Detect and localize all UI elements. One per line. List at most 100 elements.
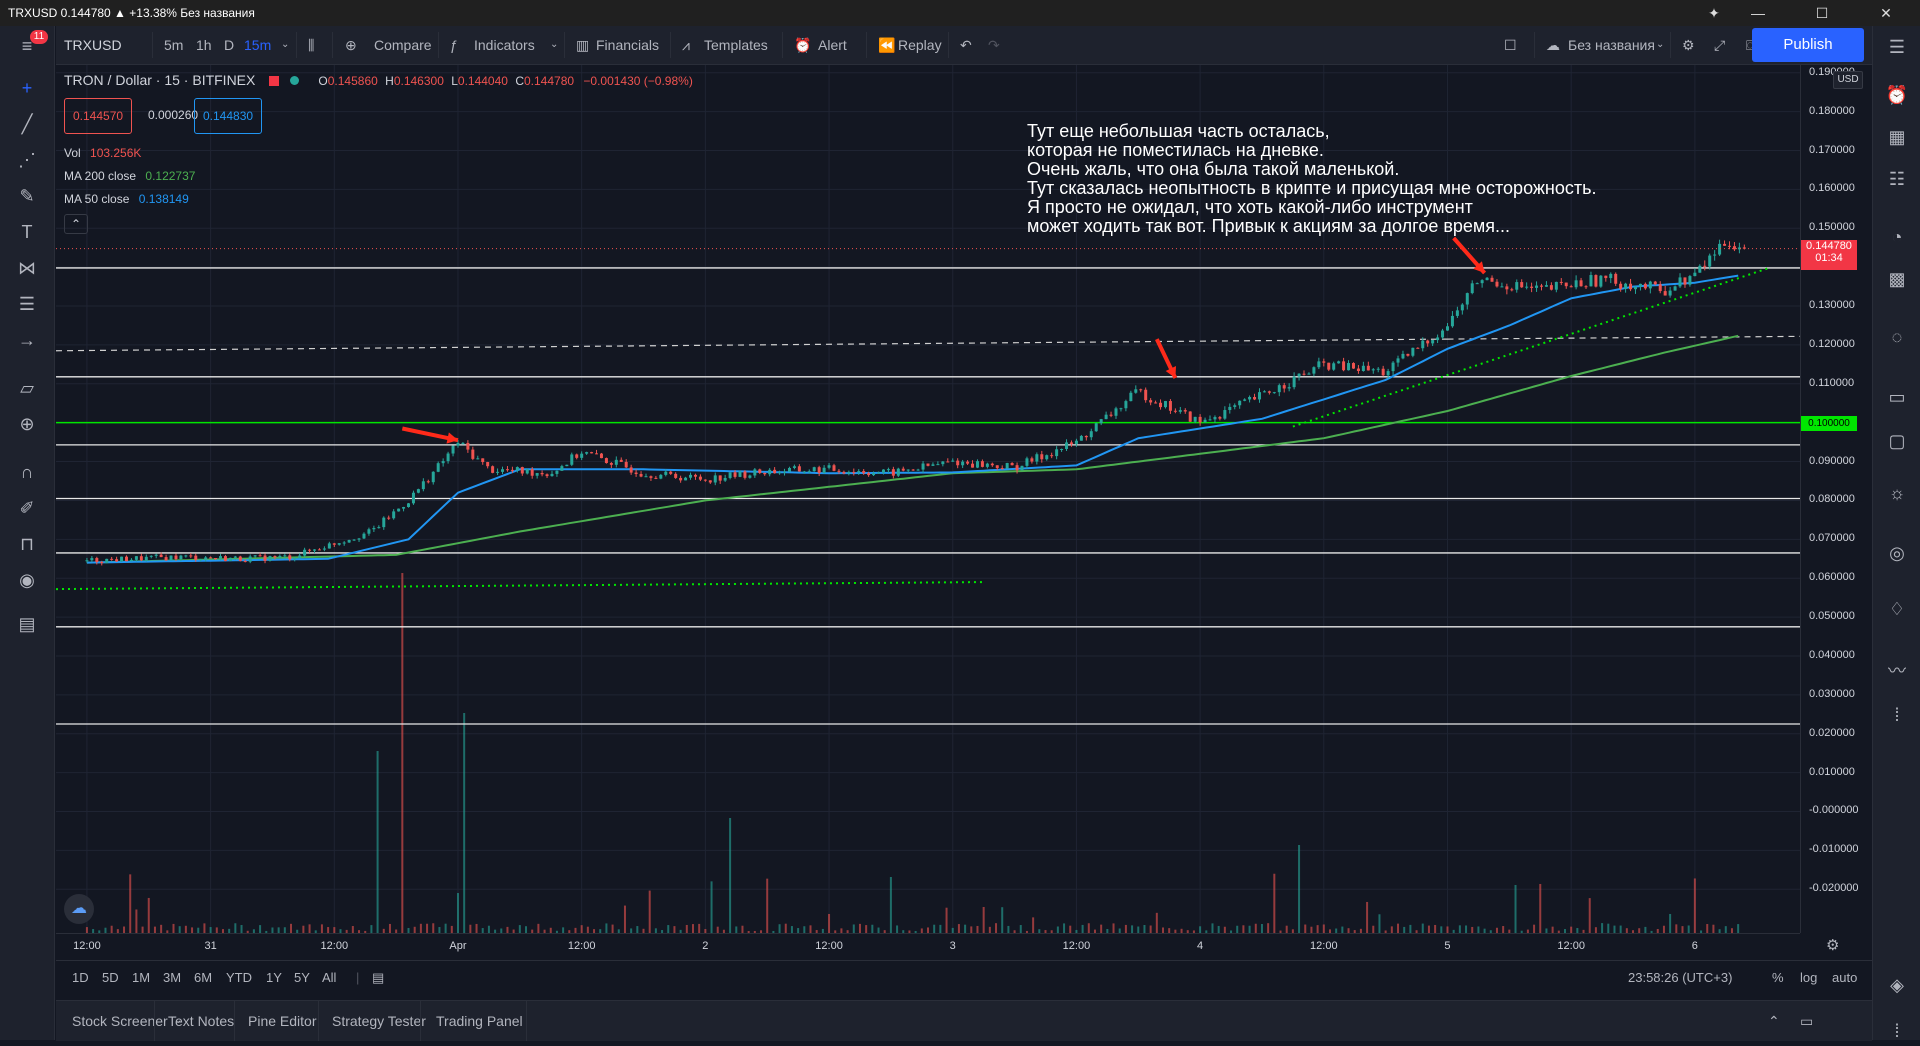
menu-icon[interactable]: ≡ [21, 36, 33, 56]
tab-trading-panel[interactable]: Trading Panel [436, 1013, 523, 1029]
trend-line-icon[interactable]: ╱ [21, 114, 33, 134]
hotlist-icon[interactable]: ☷ [1888, 169, 1906, 189]
fib-icon[interactable]: ⋰ [18, 150, 36, 170]
streams-icon[interactable]: ☼ [1888, 483, 1906, 503]
chevron-down-icon[interactable]: ⌄ [550, 39, 559, 50]
help-icon[interactable]: ⁞ [1894, 1021, 1900, 1041]
redo-icon[interactable]: ↷ [988, 37, 1000, 53]
go-to-date-icon[interactable]: ▤ [372, 970, 385, 985]
messages-icon[interactable]: ▢ [1888, 431, 1906, 451]
undo-icon[interactable]: ↶ [960, 37, 972, 53]
currency-button[interactable]: USD [1833, 71, 1863, 89]
range-3m[interactable]: 3M [163, 970, 182, 985]
trash-icon[interactable]: ▤ [18, 614, 36, 634]
auto-scale-toggle[interactable]: auto [1832, 970, 1858, 985]
publish-button[interactable]: Publish [1752, 28, 1864, 62]
minimize-button[interactable]: — [1751, 5, 1765, 21]
magnet-icon[interactable]: ∩ [20, 462, 34, 482]
alert-button[interactable]: Alert [818, 37, 847, 53]
price-chart[interactable] [56, 65, 1800, 933]
price-scale[interactable]: 0.190000 0.180000 0.170000 0.160000 0.150000… [1800, 65, 1873, 933]
notification-bell-icon[interactable]: ♢ [1888, 599, 1906, 619]
close-window-button[interactable]: ✕ [1880, 5, 1892, 21]
watchlist-icon[interactable]: ☰ [1888, 37, 1906, 57]
range-ytd[interactable]: YTD [226, 970, 252, 985]
maximize-panel-icon[interactable]: ▭ [1800, 1013, 1814, 1029]
maximize-button[interactable]: ☐ [1815, 5, 1829, 21]
volume-legend[interactable]: Vol 103.256K [64, 146, 141, 160]
data-window-icon[interactable]: ▦ [1888, 127, 1906, 147]
symbol-search-button[interactable]: TRXUSD [64, 37, 122, 53]
chevron-down-icon[interactable]: ⌄ [1656, 39, 1665, 50]
tab-stock-screener[interactable]: Stock Screener [72, 1013, 168, 1029]
tradingview-logo-icon[interactable]: ☁ [64, 894, 94, 924]
compare-icon[interactable]: ⊕ [345, 37, 357, 53]
range-5y[interactable]: 5Y [294, 970, 310, 985]
replay-button[interactable]: Replay [898, 37, 942, 53]
expand-panel-chevron-icon[interactable]: ⌃ [1768, 1013, 1780, 1029]
ma200-legend[interactable]: MA 200 close 0.122737 [64, 169, 195, 183]
symbol-title[interactable]: TRON / Dollar · 15 · BITFINEX [64, 72, 256, 88]
eye-icon[interactable]: ◉ [19, 570, 35, 590]
scale-settings-gear-icon[interactable]: ⚙ [1826, 937, 1840, 954]
alert-icon[interactable]: ⏰ [794, 37, 812, 53]
tab-strategy-tester[interactable]: Strategy Tester [332, 1013, 426, 1029]
templates-icon[interactable]: ⩘ [682, 37, 690, 53]
tab-text-notes[interactable]: Text Notes [168, 1013, 235, 1029]
range-6m[interactable]: 6M [194, 970, 213, 985]
alerts-clock-icon[interactable]: ⏰ [1885, 85, 1909, 105]
range-all[interactable]: All [322, 970, 337, 985]
arrow-tool-icon[interactable]: → [18, 330, 36, 350]
zoom-icon[interactable]: ⊕ [19, 414, 35, 434]
clock-timezone[interactable]: 23:58:26 (UTC+3) [1628, 970, 1733, 985]
chevron-down-icon[interactable]: ⌄ [281, 39, 290, 50]
candle-style-icon[interactable]: ⫼ [308, 37, 315, 53]
brush-icon[interactable]: ✎ [19, 186, 35, 206]
fullscreen-icon[interactable]: ⤢ [1714, 37, 1726, 53]
interval-5m[interactable]: 5m [164, 37, 184, 53]
range-1d[interactable]: 1D [72, 970, 89, 985]
pattern-icon[interactable]: ⋈ [18, 258, 36, 278]
chat-icon[interactable]: ▭ [1888, 387, 1906, 407]
layers-icon[interactable]: ◈ [1890, 975, 1904, 995]
screenshot-camera-icon[interactable]: ⌼ [1746, 37, 1755, 53]
trend-chart-icon[interactable]: 〰 [1888, 661, 1906, 681]
range-1y[interactable]: 1Y [266, 970, 282, 985]
layout-name[interactable]: Без названия [1568, 37, 1655, 53]
chevron-down-icon[interactable]: ⌄ [174, 1015, 183, 1026]
ruler-icon[interactable]: ▱ [20, 378, 34, 398]
collapse-legend-button[interactable]: ⌃ [64, 214, 88, 234]
ma50-legend[interactable]: MA 50 close 0.138149 [64, 192, 189, 206]
interval-15m[interactable]: 15m [244, 37, 272, 53]
settings-gear-icon[interactable]: ⚙ [1682, 37, 1695, 53]
bid-price-button[interactable]: 0.144570 [64, 98, 133, 134]
indicators-icon[interactable]: ƒ [450, 37, 458, 53]
financials-icon[interactable]: ▥ [576, 37, 590, 53]
cloud-icon[interactable]: ☁ [1546, 37, 1560, 53]
ask-price-button[interactable]: 0.144830 [194, 98, 263, 134]
extensions-icon[interactable]: ✦ [1708, 5, 1720, 21]
indicators-button[interactable]: Indicators [474, 37, 535, 53]
broadcast-icon[interactable]: ◎ [1889, 543, 1905, 563]
calendar-icon[interactable]: ◔ [1891, 227, 1903, 247]
calendar-grid-icon[interactable]: ▩ [1888, 269, 1906, 289]
crosshair-icon[interactable]: + [21, 78, 33, 98]
range-5d[interactable]: 5D [102, 970, 119, 985]
layout-checkbox-icon[interactable]: ☐ [1504, 37, 1517, 53]
prediction-icon[interactable]: ☰ [18, 294, 36, 314]
lock-icon[interactable]: ⊓ [19, 534, 35, 554]
time-scale[interactable]: 12:00 31 12:00 Apr 12:00 2 12:00 3 12:00 4 12:00 5 1… [56, 933, 1800, 960]
order-book-icon[interactable]: ⁞ [1894, 705, 1900, 725]
text-tool-icon[interactable]: T [21, 222, 33, 242]
range-1m[interactable]: 1M [132, 970, 151, 985]
replay-icon[interactable]: ⏪ [878, 37, 896, 53]
tab-pine-editor[interactable]: Pine Editor [248, 1013, 317, 1029]
templates-button[interactable]: Templates [704, 37, 768, 53]
interval-1h[interactable]: 1h [196, 37, 212, 53]
ideas-lightbulb-icon[interactable]: ◌ [1891, 327, 1903, 347]
interval-d[interactable]: D [224, 37, 235, 53]
log-scale-toggle[interactable]: log [1800, 970, 1818, 985]
financials-button[interactable]: Financials [596, 37, 660, 53]
lock-drawing-icon[interactable]: ✐ [19, 498, 35, 518]
percent-scale-toggle[interactable]: % [1772, 970, 1784, 985]
